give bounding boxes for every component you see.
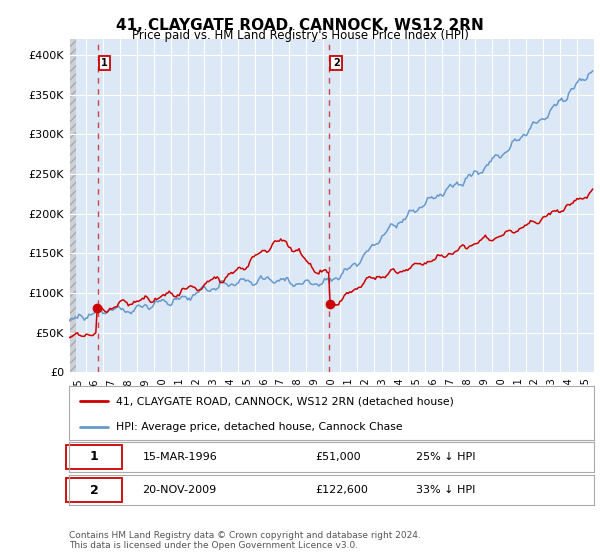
Text: 25% ↓ HPI: 25% ↓ HPI	[415, 452, 475, 462]
Bar	[69, 39, 76, 372]
Text: £51,000: £51,000	[316, 452, 361, 462]
Text: 15-MAR-1996: 15-MAR-1996	[143, 452, 217, 462]
Text: Price paid vs. HM Land Registry's House Price Index (HPI): Price paid vs. HM Land Registry's House …	[131, 29, 469, 42]
Text: 41, CLAYGATE ROAD, CANNOCK, WS12 2RN (detached house): 41, CLAYGATE ROAD, CANNOCK, WS12 2RN (de…	[116, 396, 454, 407]
Text: 41, CLAYGATE ROAD, CANNOCK, WS12 2RN: 41, CLAYGATE ROAD, CANNOCK, WS12 2RN	[116, 18, 484, 33]
Text: 2: 2	[333, 58, 340, 68]
FancyBboxPatch shape	[67, 478, 121, 502]
Text: £122,600: £122,600	[316, 485, 368, 495]
Text: 1: 1	[101, 58, 108, 68]
Text: 2: 2	[90, 483, 98, 497]
Text: 33% ↓ HPI: 33% ↓ HPI	[415, 485, 475, 495]
Text: 20-NOV-2009: 20-NOV-2009	[143, 485, 217, 495]
Text: 1: 1	[90, 450, 98, 464]
Text: Contains HM Land Registry data © Crown copyright and database right 2024.
This d: Contains HM Land Registry data © Crown c…	[69, 531, 421, 550]
FancyBboxPatch shape	[67, 445, 121, 469]
Text: HPI: Average price, detached house, Cannock Chase: HPI: Average price, detached house, Cann…	[116, 422, 403, 432]
